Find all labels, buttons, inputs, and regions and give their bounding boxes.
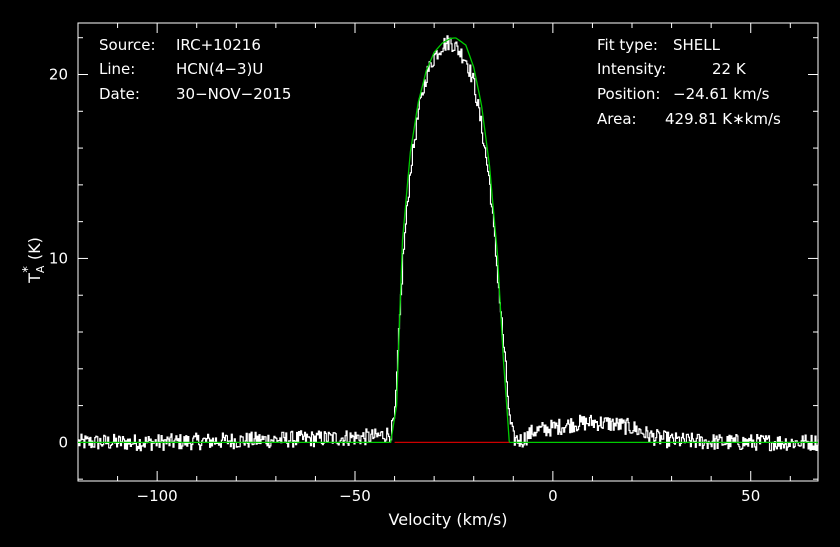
y-axis-subscript: A	[34, 265, 47, 273]
date-value: 30−NOV−2015	[176, 85, 292, 103]
y-tick-label: 10	[49, 249, 68, 267]
spectrum-line	[78, 35, 819, 452]
source-value: IRC+10216	[176, 36, 261, 54]
position-label: Position:	[597, 85, 661, 103]
position-value: −24.61 km/s	[673, 85, 770, 103]
plot-frame	[77, 22, 819, 482]
line-value: HCN(4−3)U	[176, 60, 264, 78]
svg-text:TA*(K): TA* (K)	[21, 237, 47, 284]
x-tick-label: 50	[741, 487, 760, 505]
y-axis-superscript: *	[21, 266, 36, 273]
x-tick-label: 0	[548, 487, 558, 505]
area-label: Area:	[597, 110, 637, 128]
intensity-value: 22 K	[712, 60, 746, 78]
info-block-right: Fit type: SHELL Intensity: 22 K Position…	[597, 36, 781, 198]
intensity-label: Intensity:	[597, 60, 667, 78]
axis-ticks	[77, 23, 818, 481]
area-value: 429.81 K∗km/s	[665, 110, 781, 128]
date-label: Date:	[99, 85, 140, 103]
fit-type-label: Fit type:	[597, 36, 658, 54]
y-axis-label: TA* (K)	[21, 237, 47, 284]
y-axis-symbol: T	[25, 273, 44, 284]
info-block-left: Source: IRC+10216 Line: HCN(4−3)U Date: …	[99, 36, 291, 162]
line-label: Line:	[99, 60, 136, 78]
source-label: Source:	[99, 36, 156, 54]
x-axis-label: Velocity (km/s)	[389, 510, 508, 529]
fit-line	[78, 37, 818, 444]
fit-type-value: SHELL	[673, 36, 720, 54]
y-tick-label: 20	[49, 66, 68, 84]
axis-tick-labels: −100 −50 0 50 0 10 20	[49, 66, 760, 505]
x-tick-label: −100	[137, 487, 178, 505]
x-tick-label: −50	[339, 487, 371, 505]
y-tick-label: 0	[58, 433, 68, 451]
y-axis-unit: (K)	[25, 237, 44, 260]
